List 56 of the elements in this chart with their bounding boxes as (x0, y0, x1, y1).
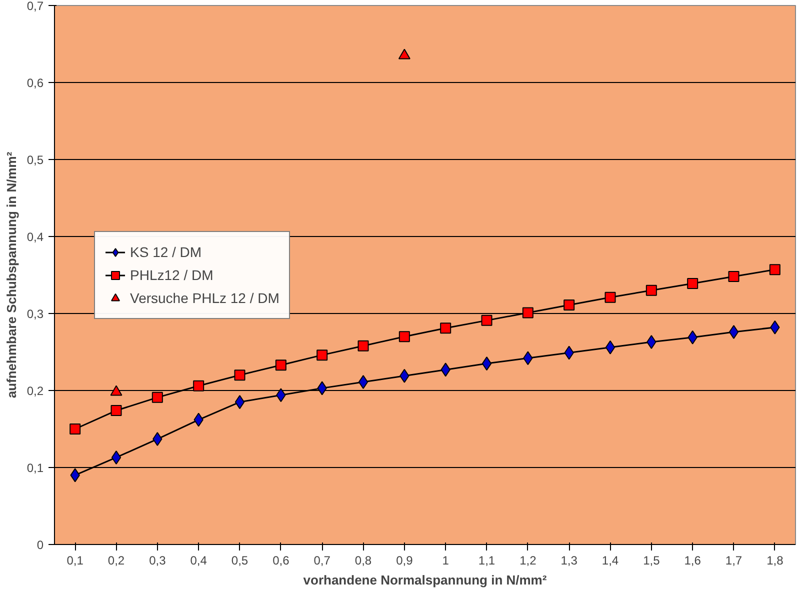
y-tick-label: 0,7 (26, 0, 44, 13)
x-tick-label: 0,6 (272, 554, 290, 568)
point (440, 322, 452, 334)
x-tick-label: 1,5 (643, 554, 660, 568)
point (152, 392, 163, 403)
point (687, 278, 698, 289)
point (605, 340, 616, 354)
x-tick-label: 1,7 (725, 554, 742, 568)
point (728, 271, 740, 282)
point (522, 307, 534, 318)
point (564, 300, 575, 311)
point (358, 340, 369, 352)
x-tick-label: 0,4 (190, 554, 208, 568)
y-tick-label: 0,6 (26, 76, 44, 90)
x-tick-label: 1 (442, 554, 450, 568)
y-tick-label: 0 (36, 538, 44, 552)
point (604, 292, 616, 303)
x-tick-label: 1,2 (520, 554, 537, 568)
x-tick-label: 1,1 (478, 554, 496, 568)
point (275, 360, 286, 371)
point (358, 375, 368, 390)
point (398, 331, 410, 342)
point (110, 405, 122, 416)
x-axis-title: vorhandene Normalspannung in N/mm² (303, 572, 548, 588)
y-tick-label: 0,1 (26, 461, 44, 475)
y-tick-label: 0,3 (26, 307, 44, 321)
point (234, 370, 246, 381)
point (398, 48, 410, 60)
point (193, 380, 204, 392)
x-tick-label: 0,7 (314, 554, 331, 568)
point (769, 264, 780, 276)
y-tick-label: 0,5 (26, 153, 44, 167)
x-tick-label: 0,5 (231, 554, 248, 568)
x-tick-label: 0,1 (66, 554, 84, 568)
point (646, 284, 657, 296)
x-tick-label: 0,2 (108, 554, 125, 568)
x-tick-label: 1,8 (766, 554, 784, 568)
legend-label: Versuche PHLz 12 / DM (130, 290, 280, 306)
point (481, 314, 492, 326)
x-tick-label: 1,3 (560, 554, 578, 568)
point (728, 324, 739, 339)
x-tick-label: 1,6 (684, 554, 702, 568)
y-axis-title: aufnehmbare Schubspannung in N/mm² (4, 151, 19, 398)
y-tick-label: 0,4 (26, 230, 44, 244)
x-tick-label: 1,4 (602, 554, 619, 568)
point (234, 395, 245, 410)
x-tick-label: 0,9 (396, 554, 414, 568)
x-tick-label: 0,3 (149, 554, 166, 568)
point (482, 356, 492, 371)
point (316, 350, 328, 361)
x-tick-label: 0,8 (354, 554, 372, 568)
y-tick-label: 0,2 (26, 384, 44, 398)
legend-label: PHLz12 / DM (130, 266, 214, 282)
legend-label: KS 12 / DM (130, 244, 202, 260)
point (70, 424, 81, 434)
point (111, 450, 122, 464)
